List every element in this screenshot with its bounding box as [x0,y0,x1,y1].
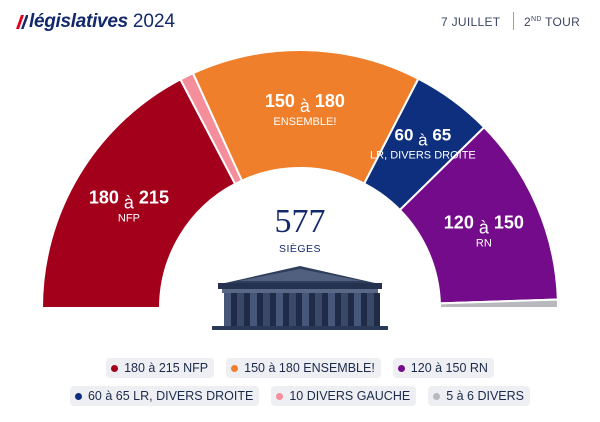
total-seats-value: 577 [275,203,326,240]
segment-name-nfp: NFP [118,212,140,224]
legend-item-ensemble: 150 à 180 ENSEMBLE! [226,358,381,378]
legend-dot-icon [74,392,82,400]
round-label: TOUR [545,15,581,29]
segment-ensemble [191,49,420,185]
segment-nfp [40,78,237,309]
assembly-building-illustration [212,266,388,330]
legend-dot-icon [276,392,284,400]
legend-label: 60 à 65 LR, DIVERS DROITE [87,389,254,403]
legend-item-nfp: 180 à 215 NFP [106,358,215,378]
legend-dot-icon [397,364,405,372]
election-round: 2ND TOUR [524,15,580,29]
election-date: 7 JUILLET [441,15,501,29]
segment-name-lr: LR, DIVERS DROITE [370,149,476,161]
segment-name-rn: RN [476,237,492,249]
brand-year: 2024 [132,11,176,32]
legend-row-1: 180 à 215 NFP 150 à 180 ENSEMBLE! 120 à 15… [0,358,600,378]
brand-mark-icon [16,15,28,29]
round-number: 2 [524,15,531,29]
legend-item-lr: 60 à 65 LR, DIVERS DROITE [69,386,260,406]
legend-label: 180 à 215 NFP [124,361,209,375]
legend-item-rn: 120 à 150 RN [392,358,494,378]
legend-dot-icon [433,392,441,400]
header: législatives 2024 7 JUILLET 2ND TOUR [0,0,600,40]
legend-dot-icon [111,364,119,372]
segment-range-rn: 120 à 150 [444,212,524,237]
round-suffix: ND [530,16,542,23]
legend-row-2: 60 à 65 LR, DIVERS DROITE 10 DIVERS GAUCH… [0,386,600,406]
segment-divers [438,298,560,309]
legend-item-divers_gauche: 10 DIVERS GAUCHE [271,386,417,406]
legend-dot-icon [231,364,239,372]
legend-item-divers: 5 à 6 DIVERS [428,386,531,406]
legend-label: 120 à 150 RN [410,361,488,375]
hemicycle-segments [40,49,560,309]
segment-range-ensemble: 150 à 180 [265,91,345,116]
total-seats-label: SIÈGES [279,242,321,255]
brand-logo: législatives 2024 [16,11,175,33]
segment-range-nfp: 180 à 215 [89,187,169,212]
segment-name-ensemble: ENSEMBLE! [273,116,336,128]
legend-label: 10 DIVERS GAUCHE [289,389,411,403]
segment-range-lr: 60 à 65 [395,125,452,149]
header-divider [513,12,514,30]
legend-label: 5 à 6 DIVERS [446,389,525,403]
brand-title: législatives [29,11,128,32]
legend-label: 150 à 180 ENSEMBLE! [244,361,375,375]
